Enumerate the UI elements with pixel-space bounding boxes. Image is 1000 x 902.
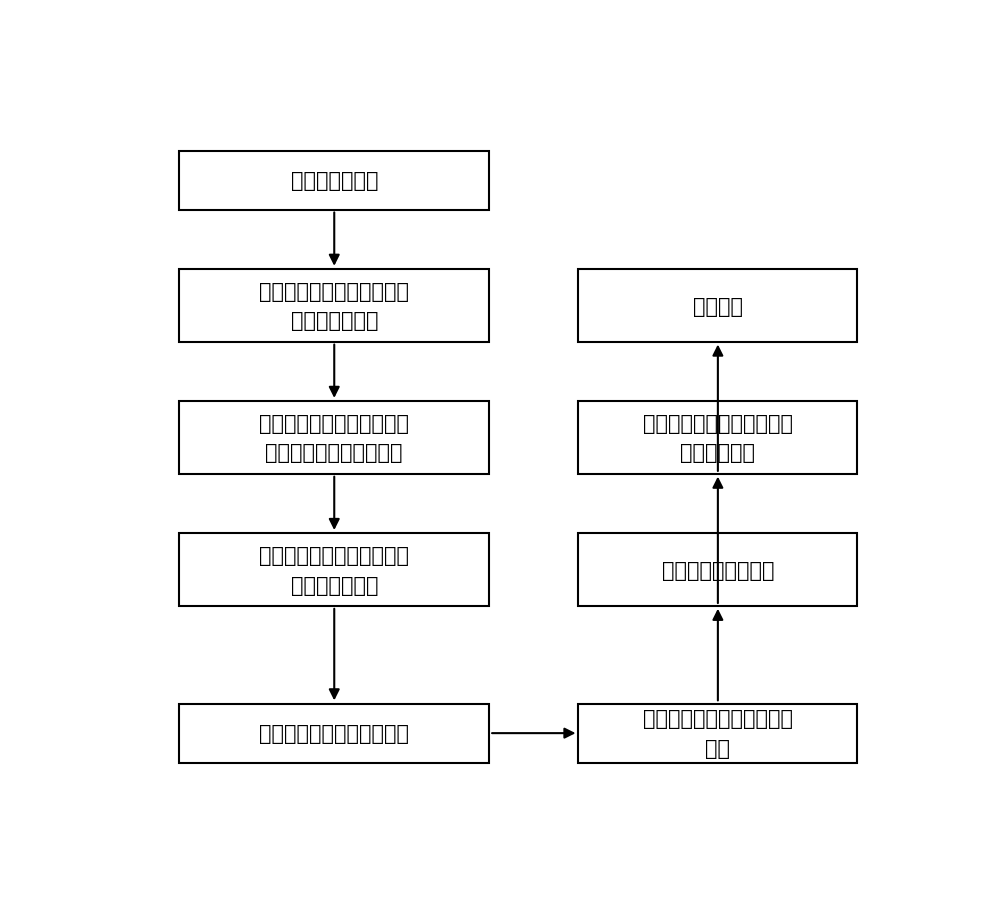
FancyBboxPatch shape bbox=[179, 270, 489, 343]
Text: 选取训练数据，并对训练数
据进行曲线拟合: 选取训练数据，并对训练数 据进行曲线拟合 bbox=[259, 546, 409, 595]
FancyBboxPatch shape bbox=[179, 152, 489, 211]
FancyBboxPatch shape bbox=[179, 401, 489, 474]
Text: 非线性分数布朗运动模型转
换为非线性布朗运动模型: 非线性分数布朗运动模型转 换为非线性布朗运动模型 bbox=[259, 413, 409, 463]
Text: 寿命预测: 寿命预测 bbox=[693, 296, 743, 317]
FancyBboxPatch shape bbox=[578, 704, 857, 763]
Text: 得到隐藏状态均值的初始值: 得到隐藏状态均值的初始值 bbox=[259, 723, 409, 743]
Text: 迭代更新隐藏状态的均值和
方差: 迭代更新隐藏状态的均值和 方差 bbox=[643, 709, 793, 758]
Text: 推导第一次冲击时间的后验
概率密度分布: 推导第一次冲击时间的后验 概率密度分布 bbox=[643, 413, 793, 463]
FancyBboxPatch shape bbox=[578, 534, 857, 606]
Text: 隐藏状态的分布函数: 隐藏状态的分布函数 bbox=[662, 560, 774, 580]
FancyBboxPatch shape bbox=[578, 270, 857, 343]
FancyBboxPatch shape bbox=[179, 534, 489, 606]
FancyBboxPatch shape bbox=[179, 704, 489, 763]
Text: 确定非线性函数的非线性分
数布朗运动模型: 确定非线性函数的非线性分 数布朗运动模型 bbox=[259, 281, 409, 331]
Text: 选取非线性函数: 选取非线性函数 bbox=[290, 171, 378, 191]
FancyBboxPatch shape bbox=[578, 401, 857, 474]
